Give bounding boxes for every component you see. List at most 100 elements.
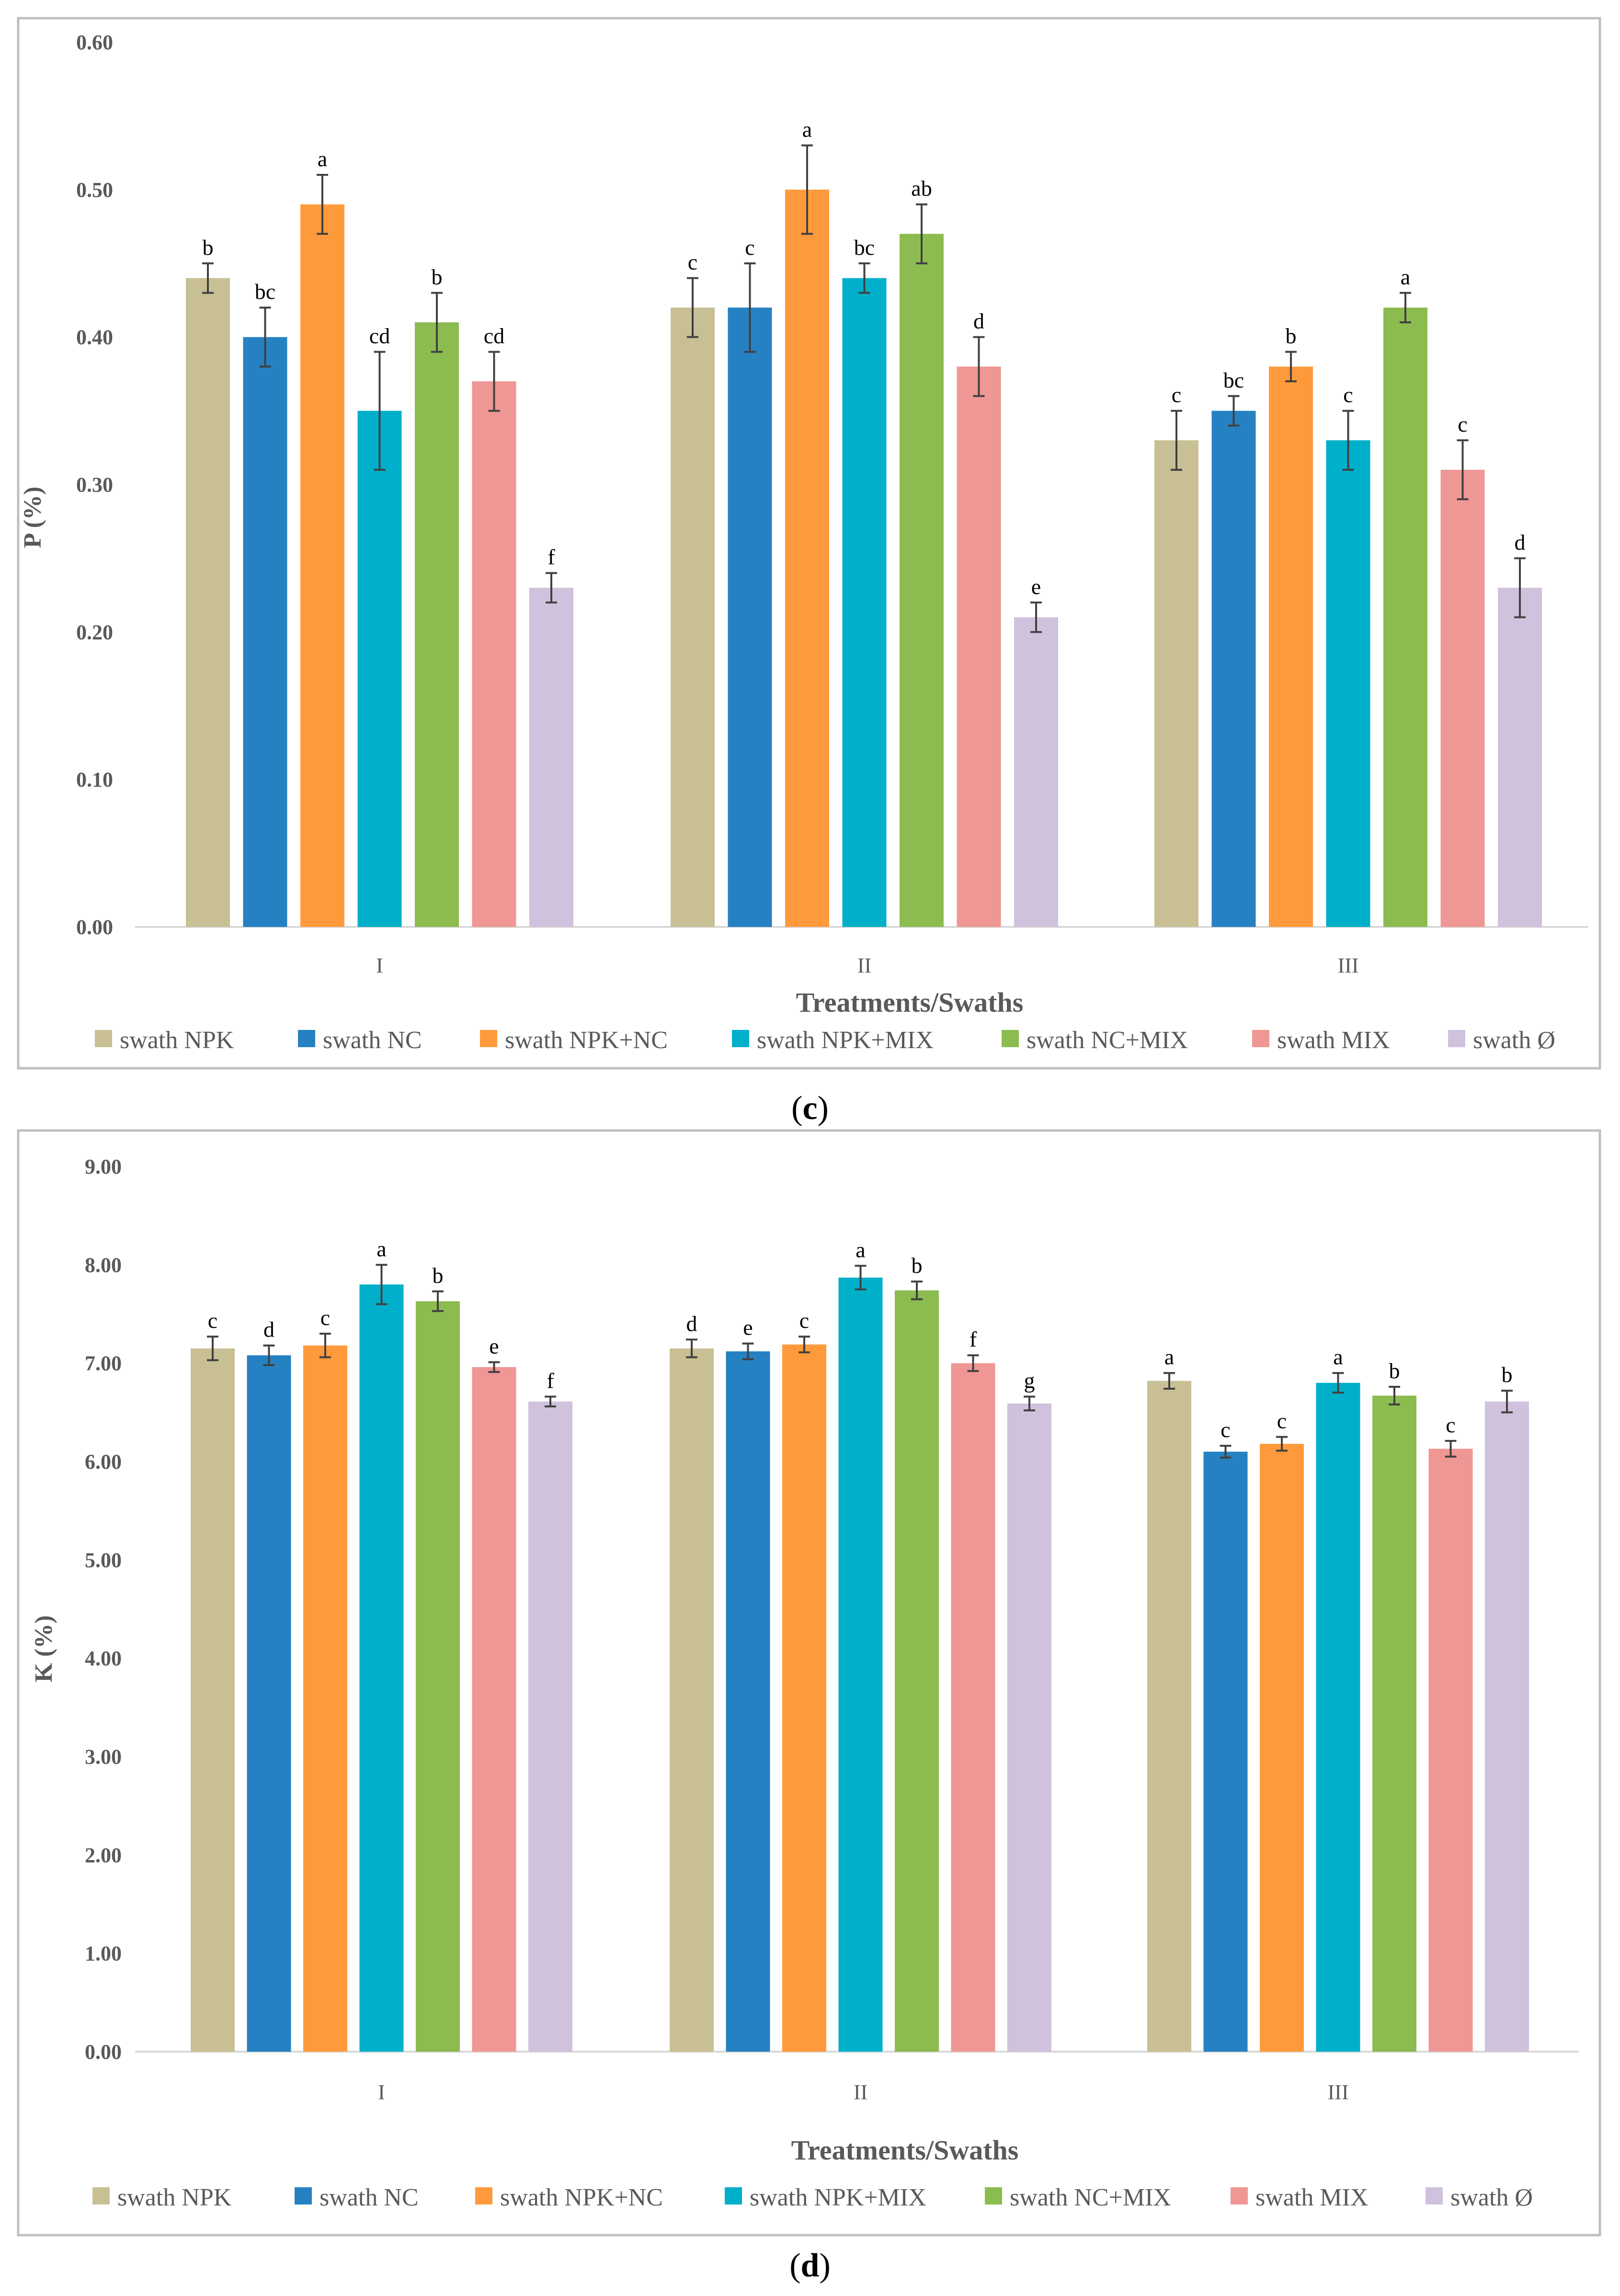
panel-caption: (d) <box>789 2247 831 2284</box>
x-category-label: I <box>376 954 383 977</box>
significance-letter: b <box>203 235 214 260</box>
significance-letter: a <box>802 117 812 141</box>
significance-letter: c <box>1221 1417 1230 1442</box>
bar <box>726 1351 770 2052</box>
significance-letter: d <box>1515 530 1526 554</box>
bar <box>1498 587 1542 927</box>
significance-letter: c <box>1172 383 1181 407</box>
bar <box>1154 440 1198 927</box>
y-tick-label: 0.40 <box>76 326 113 349</box>
y-tick-label: 2.00 <box>85 1843 122 1867</box>
significance-letter: c <box>320 1305 330 1330</box>
y-axis-title: P (%) <box>19 487 46 548</box>
bar <box>1203 1451 1248 2052</box>
bar <box>1014 617 1058 927</box>
significance-letter: c <box>1458 412 1467 436</box>
legend-swatch <box>985 2187 1002 2205</box>
significance-letter: b <box>433 1263 444 1288</box>
significance-letter: a <box>1164 1345 1174 1369</box>
x-category-label: II <box>857 954 871 977</box>
x-category-label: I <box>378 2080 385 2104</box>
legend-swatch <box>298 1030 315 1047</box>
legend-swatch <box>95 1030 112 1047</box>
legend-label: swath NPK+NC <box>500 2184 663 2211</box>
significance-letter: a <box>856 1237 865 1262</box>
bar <box>416 1301 460 2052</box>
bar <box>1269 366 1313 927</box>
bar <box>247 1355 291 2052</box>
significance-letter: c <box>1277 1409 1287 1433</box>
bar <box>528 1401 572 2052</box>
significance-letter: c <box>799 1308 809 1333</box>
y-tick-label: 3.00 <box>85 1745 122 1769</box>
y-tick-label: 8.00 <box>85 1253 122 1277</box>
significance-letter: ab <box>911 176 932 201</box>
y-tick-label: 0.50 <box>76 178 113 202</box>
y-tick-label: 0.20 <box>76 620 113 644</box>
legend-label: swath Ø <box>1450 2184 1533 2211</box>
bar <box>785 189 829 927</box>
legend: swath NPK swath NC swath NPK+NC swath NPK+M… <box>95 1027 1555 1054</box>
significance-letter: f <box>548 545 555 569</box>
legend-swatch <box>480 1030 497 1047</box>
bar <box>186 278 230 927</box>
legend-swatch <box>1448 1030 1465 1047</box>
x-axis-title: Treatments/Swaths <box>791 2135 1019 2166</box>
significance-letter: a <box>1333 1345 1343 1369</box>
significance-letter: c <box>745 235 754 260</box>
y-tick-label: 0.00 <box>85 2040 122 2064</box>
y-tick-label: 0.30 <box>76 473 113 497</box>
significance-letter: b <box>1286 323 1297 348</box>
significance-letter: b <box>432 264 443 289</box>
bar <box>303 1345 347 2052</box>
chart-frame <box>17 17 1601 1070</box>
legend-swatch <box>92 2187 110 2205</box>
y-tick-label: 0.00 <box>76 915 113 939</box>
legend-swatch <box>725 2187 742 2205</box>
significance-letter: bc <box>854 235 875 260</box>
y-tick-label: 4.00 <box>85 1647 122 1670</box>
legend-label: swath NC+MIX <box>1010 2184 1171 2211</box>
bar <box>951 1363 995 2052</box>
legend-swatch <box>732 1030 749 1047</box>
significance-letter: b <box>1389 1359 1400 1383</box>
bar <box>782 1344 826 2052</box>
legend-label: swath MIX <box>1255 2184 1368 2211</box>
x-category-label: III <box>1328 2080 1349 2104</box>
bar <box>300 204 344 927</box>
legend-swatch <box>295 2187 312 2205</box>
x-category-label: II <box>854 2080 867 2104</box>
bar <box>1147 1381 1191 2052</box>
y-tick-label: 9.00 <box>85 1155 122 1178</box>
bar <box>1316 1382 1360 2052</box>
significance-letter: c <box>1343 383 1353 407</box>
significance-letter: c <box>688 250 697 274</box>
y-tick-label: 5.00 <box>85 1548 122 1572</box>
significance-letter: f <box>970 1327 977 1351</box>
legend-label: swath MIX <box>1277 1027 1390 1054</box>
legend-label: swath NC+MIX <box>1027 1027 1188 1054</box>
bar <box>900 234 944 927</box>
significance-letter: c <box>208 1308 217 1333</box>
bar <box>529 587 573 927</box>
bar <box>895 1290 939 2052</box>
significance-letter: bc <box>1223 368 1244 392</box>
legend-label: swath NPK <box>117 2184 232 2211</box>
legend-label: swath NPK+NC <box>505 1027 668 1054</box>
bar <box>415 322 459 927</box>
bar <box>957 366 1001 927</box>
significance-letter: a <box>318 147 327 171</box>
bar <box>838 1278 883 2052</box>
legend-swatch <box>1231 2187 1248 2205</box>
bar <box>1383 308 1427 927</box>
significance-letter: a <box>376 1236 386 1261</box>
legend-label: swath NPK+MIX <box>757 1027 934 1054</box>
bar <box>728 308 772 927</box>
bar <box>671 308 715 927</box>
bar <box>359 1284 404 2052</box>
significance-letter: e <box>1031 574 1041 599</box>
significance-letter: e <box>489 1334 499 1359</box>
chart-frame <box>17 1129 1601 2237</box>
significance-letter: b <box>1502 1362 1513 1387</box>
